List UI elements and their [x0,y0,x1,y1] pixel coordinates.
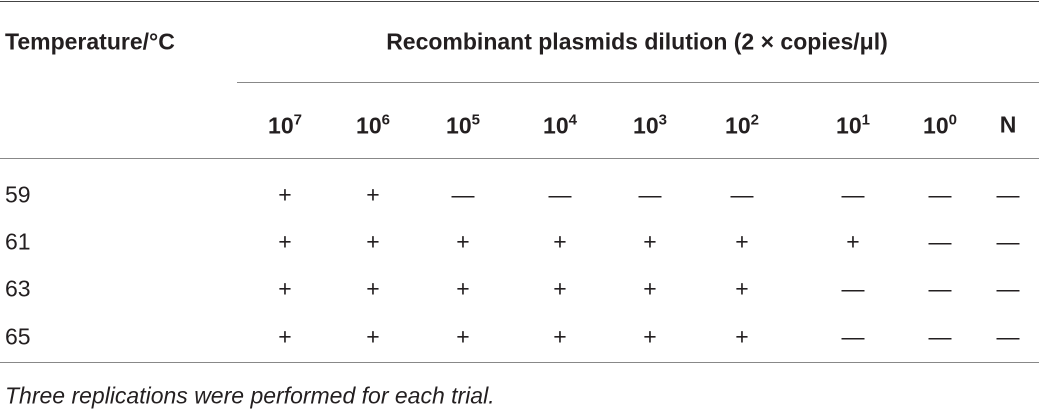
result-cell: + [553,228,567,255]
column-exponent: 5 [471,111,480,129]
column-base: N [999,111,1017,138]
dilution-header: Recombinant plasmids dilution (2 × copie… [386,28,888,55]
result-cell: — [548,181,572,208]
column-rule [0,158,1039,159]
result-cell: + [366,228,380,255]
footnote: Three replications were performed for ea… [5,382,495,409]
column-exponent: 4 [568,111,577,129]
result-cell: + [278,181,292,208]
column-exponent: 7 [293,111,302,129]
column-exponent: 3 [658,111,667,129]
temperature-cell: 61 [5,228,31,255]
result-cell: + [735,228,749,255]
column-base: 10 [446,112,472,139]
column-header: 107 [268,113,302,138]
result-cell: + [553,323,567,350]
result-cell: + [456,275,470,302]
column-exponent: 6 [381,111,390,129]
column-exponent: 0 [948,111,957,129]
temperature-cell: 65 [5,323,31,350]
column-header: 106 [356,113,390,138]
column-exponent: 1 [861,111,870,129]
result-cell: — [928,181,952,208]
result-cell: + [846,228,860,255]
result-cell: — [841,275,865,302]
result-cell: + [366,275,380,302]
column-header: N [999,111,1017,138]
column-exponent: 2 [750,111,759,129]
column-header: 101 [836,113,870,138]
result-cell: + [278,275,292,302]
column-header: 103 [633,113,667,138]
result-cell: + [366,323,380,350]
result-cell: — [996,181,1020,208]
result-cell: — [996,228,1020,255]
result-cell: + [735,323,749,350]
result-cell: — [996,323,1020,350]
result-cell: + [553,275,567,302]
result-cell: + [456,323,470,350]
result-cell: + [735,275,749,302]
result-cell: — [841,181,865,208]
column-base: 10 [725,112,751,139]
column-base: 10 [836,112,862,139]
result-cell: — [996,275,1020,302]
temperature-header: Temperature/°C [5,28,175,55]
result-cell: + [278,228,292,255]
column-base: 10 [543,112,569,139]
column-header: 104 [543,113,577,138]
result-cell: — [638,181,662,208]
column-base: 10 [268,112,294,139]
temperature-cell: 59 [5,181,31,208]
temperature-cell: 63 [5,275,31,302]
column-base: 10 [923,112,949,139]
bottom-rule [0,362,1039,363]
result-cell: — [928,275,952,302]
result-cell: + [643,275,657,302]
result-cell: + [643,323,657,350]
result-cell: + [366,181,380,208]
result-cell: + [456,228,470,255]
result-cell: — [451,181,475,208]
column-base: 10 [356,112,382,139]
header-rule [237,82,1039,83]
column-header: 100 [923,113,957,138]
column-base: 10 [633,112,659,139]
result-cell: — [928,323,952,350]
top-rule [0,1,1039,2]
result-cell: — [730,181,754,208]
result-cell: — [928,228,952,255]
result-cell: — [841,323,865,350]
result-cell: + [643,228,657,255]
result-cell: + [278,323,292,350]
column-header: 105 [446,113,480,138]
column-header: 102 [725,113,759,138]
